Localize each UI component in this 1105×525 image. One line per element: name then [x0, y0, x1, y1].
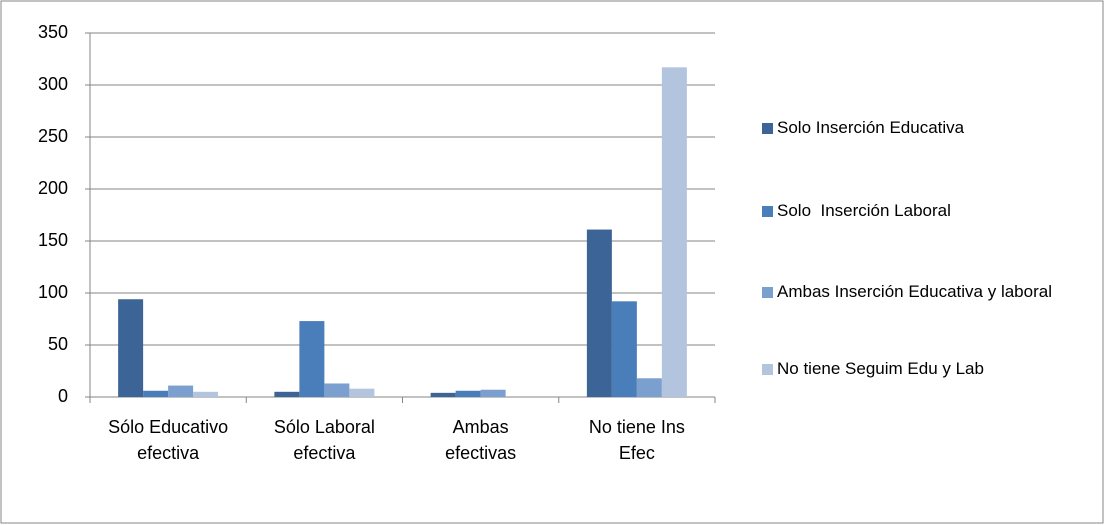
legend-swatch: [762, 364, 773, 375]
y-tick-label: 150: [38, 230, 68, 250]
y-tick-label: 300: [38, 74, 68, 94]
bar: [636, 378, 662, 397]
bar: [118, 299, 144, 397]
bar: [324, 383, 350, 397]
y-tick-label: 0: [58, 386, 68, 406]
bar: [480, 389, 506, 397]
legend-label: Solo Inserción Educativa: [777, 118, 965, 137]
bar: [143, 390, 169, 397]
bar: [274, 391, 300, 397]
legend-label: Ambas Inserción Educativa y laboral: [777, 282, 1052, 301]
y-tick-label: 200: [38, 178, 68, 198]
legend-swatch: [762, 123, 773, 134]
bar: [168, 385, 194, 397]
legend-label: Solo Inserción Laboral: [777, 201, 951, 220]
x-tick-label: No tiene Ins Efec: [588, 417, 690, 463]
bar: [349, 388, 375, 397]
bar: [193, 391, 219, 397]
y-tick-label: 100: [38, 282, 68, 302]
legend-label: No tiene Seguim Edu y Lab: [777, 359, 984, 378]
x-tick-label: Sólo Laboral efectiva: [273, 417, 380, 463]
y-tick-label: 250: [38, 126, 68, 146]
x-tick-label: Ambas efectivas: [445, 417, 517, 463]
y-tick-label: 50: [48, 334, 68, 354]
bar: [455, 390, 481, 397]
y-tick-label: 350: [38, 22, 68, 42]
legend-swatch: [762, 206, 773, 217]
x-tick-label: Sólo Educativo efectiva: [108, 417, 234, 463]
bar: [430, 392, 456, 397]
bar: [661, 67, 687, 397]
bar: [586, 229, 612, 397]
bar: [299, 321, 325, 397]
legend-swatch: [762, 287, 773, 298]
bar: [611, 301, 637, 397]
